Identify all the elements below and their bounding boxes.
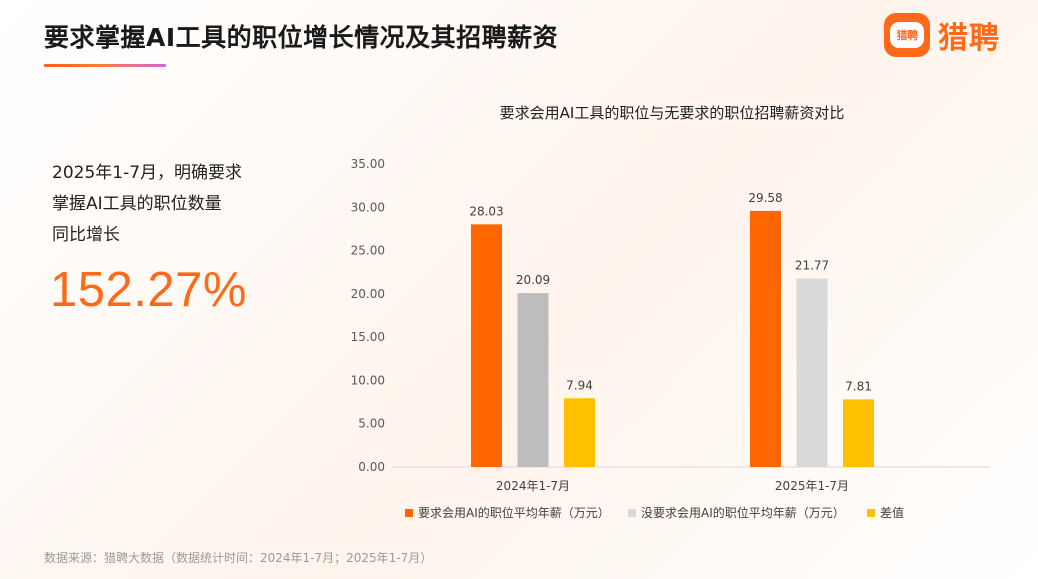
page-title: 要求掌握AI工具的职位增长情况及其招聘薪资 xyxy=(44,23,559,52)
legend-swatch xyxy=(628,509,636,517)
stat-value: 152.27% xyxy=(50,263,247,317)
legend-label: 要求会用AI的职位平均年薪（万元） xyxy=(418,505,610,520)
y-tick-label: 5.00 xyxy=(358,417,385,431)
legend-swatch xyxy=(867,509,875,517)
y-tick-label: 15.00 xyxy=(351,330,385,344)
bar-data-label: 7.81 xyxy=(845,379,872,393)
legend-label: 差值 xyxy=(880,505,904,520)
logo-icon-text: 猎聘 xyxy=(890,22,924,48)
bar xyxy=(796,278,828,467)
bar-data-label: 28.03 xyxy=(469,204,503,218)
bar xyxy=(517,293,549,467)
bar xyxy=(564,398,595,467)
stat-description: 2025年1-7月，明确要求 掌握AI工具的职位数量 同比增长 xyxy=(52,158,282,251)
data-source-note: 数据来源：猎聘大数据（数据统计时间：2024年1-7月；2025年1-7月） xyxy=(44,551,433,565)
liepin-logo-icon: 猎聘 xyxy=(884,13,930,57)
y-tick-label: 10.00 xyxy=(351,373,385,387)
y-tick-label: 25.00 xyxy=(351,244,385,258)
y-tick-label: 0.00 xyxy=(358,460,385,474)
chart-title: 要求会用AI工具的职位与无要求的职位招聘薪资对比 xyxy=(500,104,845,122)
bar-data-label: 29.58 xyxy=(748,191,782,205)
stat-line: 掌握AI工具的职位数量 xyxy=(52,194,222,214)
legend-swatch xyxy=(405,509,413,517)
title-underline xyxy=(44,64,166,67)
bar xyxy=(471,224,502,467)
stat-line: 2025年1-7月，明确要求 xyxy=(52,163,243,183)
y-tick-label: 30.00 xyxy=(351,200,385,214)
bar-data-label: 20.09 xyxy=(516,273,550,287)
x-tick-label: 2024年1-7月 xyxy=(496,479,570,493)
bar xyxy=(750,210,781,468)
x-tick-label: 2025年1-7月 xyxy=(775,479,849,493)
legend-label: 没要求会用AI的职位平均年薪（万元） xyxy=(641,505,845,520)
y-tick-label: 20.00 xyxy=(351,287,385,301)
bar-data-label: 21.77 xyxy=(795,259,829,273)
y-tick-label: 35.00 xyxy=(351,157,385,171)
stat-line: 同比增长 xyxy=(52,225,120,245)
brand-name: 猎聘 xyxy=(938,21,1000,56)
bar-data-label: 7.94 xyxy=(566,378,593,392)
brand-logo: 猎聘 猎聘 xyxy=(884,13,1000,57)
bar xyxy=(843,399,874,467)
